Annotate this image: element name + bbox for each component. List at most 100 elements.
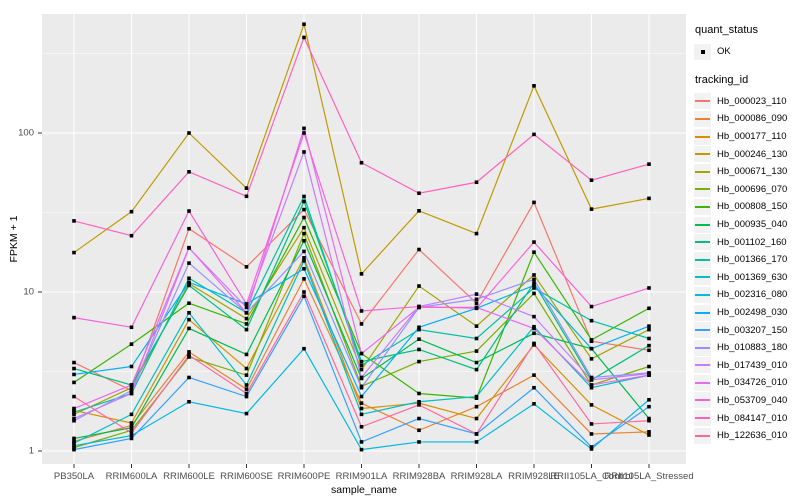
data-point	[129, 425, 134, 430]
legend-title-quant-status: quant_status	[695, 24, 758, 36]
data-point	[72, 360, 76, 365]
data-point	[589, 207, 594, 211]
data-point	[302, 294, 306, 299]
data-point	[302, 126, 306, 131]
data-point	[359, 351, 364, 356]
legend-key-box	[694, 374, 711, 391]
legend-item-Hb_000671_130: Hb_000671_130	[694, 163, 800, 181]
data-point	[359, 272, 364, 276]
y-tick-label: 100	[18, 127, 34, 139]
x-tick-label-RRII105LA_Stressed: RRII105LA_Stressed	[604, 471, 694, 482]
data-point	[589, 447, 594, 451]
data-point	[187, 399, 191, 404]
data-point	[129, 364, 134, 369]
data-point	[647, 404, 651, 409]
data-point	[244, 391, 249, 396]
data-point	[647, 196, 651, 201]
data-point	[647, 364, 651, 369]
data-point	[417, 304, 421, 309]
data-point	[359, 359, 364, 364]
legend-item-Hb_034726_010: Hb_034726_010	[694, 374, 800, 392]
data-point	[244, 373, 249, 377]
data-point	[72, 406, 76, 411]
legend-item-Hb_000086_090: Hb_000086_090	[694, 110, 800, 128]
data-point	[647, 336, 651, 341]
data-point	[72, 380, 76, 385]
data-point	[72, 418, 76, 423]
data-point	[244, 265, 249, 269]
data-point	[302, 277, 306, 281]
data-point	[359, 322, 364, 326]
y-axis-title: FPKM + 1	[8, 215, 20, 263]
data-point	[417, 347, 421, 352]
legend-key-box	[694, 110, 711, 127]
legend-item-Hb_000808_150: Hb_000808_150	[694, 198, 800, 216]
legend-item-label: Hb_000671_130	[717, 166, 788, 178]
data-point	[532, 200, 536, 205]
x-tick-label-RRIM600PE: RRIM600PE	[277, 471, 331, 482]
data-point	[417, 359, 421, 364]
data-point	[187, 261, 191, 265]
legend-item-Hb_017439_010: Hb_017439_010	[694, 357, 800, 375]
legend-key-box	[694, 163, 711, 180]
x-tick-label-PB350LA: PB350LA	[53, 471, 95, 482]
legend-item-Hb_001369_630: Hb_001369_630	[694, 269, 800, 287]
data-point	[72, 441, 76, 445]
legend-item-label: Hb_000177_110	[717, 131, 787, 143]
data-point	[72, 250, 76, 255]
x-tick-label-RRIM600LE: RRIM600LE	[163, 471, 215, 482]
legend: quant_status OK tracking_id Hb_000023_11…	[694, 24, 800, 444]
data-point	[589, 403, 594, 407]
legend-item-label: Hb_002498_030	[717, 307, 788, 319]
data-point	[72, 416, 76, 421]
data-point	[72, 443, 76, 448]
data-point	[589, 432, 594, 436]
legend-item-Hb_002498_030: Hb_002498_030	[694, 304, 800, 322]
legend-item-Hb_010883_180: Hb_010883_180	[694, 339, 800, 357]
legend-key-box	[694, 251, 711, 268]
data-point	[474, 297, 479, 302]
legend-item-label: Hb_053709_040	[717, 394, 788, 406]
data-point	[589, 178, 594, 182]
data-point	[302, 346, 306, 351]
x-axis-title: sample_name	[331, 484, 397, 496]
line-swatch-icon	[695, 100, 710, 103]
line-swatch-icon	[695, 417, 710, 420]
data-point	[302, 290, 306, 294]
legend-item-Hb_000023_110: Hb_000023_110	[694, 93, 800, 111]
data-point	[359, 447, 364, 452]
data-point	[187, 226, 191, 231]
legend-item-label: Hb_000023_110	[717, 95, 787, 107]
data-point	[417, 428, 421, 433]
data-point	[589, 422, 594, 426]
data-point	[359, 385, 364, 390]
line-swatch-icon	[695, 346, 710, 349]
x-tick-label-RRIM600SE: RRIM600SE	[220, 471, 273, 482]
data-point	[302, 238, 306, 243]
data-point	[532, 291, 536, 296]
line-swatch-icon	[695, 276, 710, 279]
legend-item-Hb_053709_040: Hb_053709_040	[694, 392, 800, 410]
x-tick-label-RRIM928LA: RRIM928LA	[450, 471, 503, 482]
legend-key-box	[694, 128, 711, 145]
data-point	[474, 292, 479, 296]
data-point	[187, 326, 191, 331]
data-point	[302, 256, 306, 260]
data-point	[244, 316, 249, 321]
line-swatch-icon	[695, 170, 710, 173]
data-point	[474, 394, 479, 399]
legend-key-box	[694, 269, 711, 286]
data-point	[187, 375, 191, 380]
data-point	[474, 367, 479, 372]
legend-item-label: Hb_001102_160	[717, 236, 787, 248]
data-point	[244, 305, 249, 310]
data-point	[474, 301, 479, 306]
data-point	[532, 314, 536, 319]
data-point	[474, 416, 479, 421]
line-swatch-icon	[695, 241, 710, 244]
data-point	[589, 375, 594, 380]
data-point	[244, 352, 249, 357]
y-tick-label: 10	[23, 286, 34, 298]
data-point	[417, 247, 421, 252]
